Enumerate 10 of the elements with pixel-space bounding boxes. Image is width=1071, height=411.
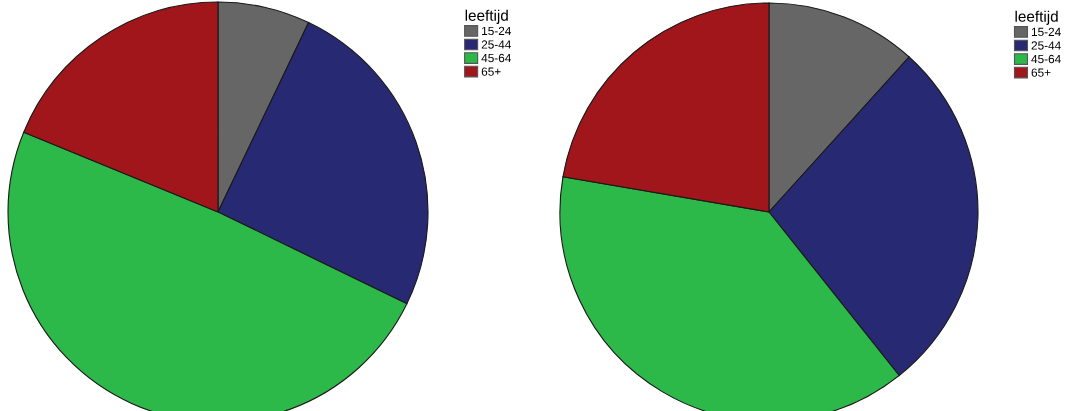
legend-label: 25-44 (481, 40, 512, 49)
legend-label: 45-64 (481, 53, 512, 63)
legend-label: 25-44 (1031, 41, 1061, 50)
legend-label: 15-24 (1031, 27, 1061, 37)
legend-label: 65+ (481, 67, 501, 76)
legend-title: leeftijd (465, 9, 508, 24)
legend-label: 45-64 (1031, 54, 1061, 64)
legend-label: 15-24 (482, 26, 512, 36)
legend-label: 65+ (1031, 68, 1051, 77)
legend-title: leeftijd (1015, 10, 1058, 25)
